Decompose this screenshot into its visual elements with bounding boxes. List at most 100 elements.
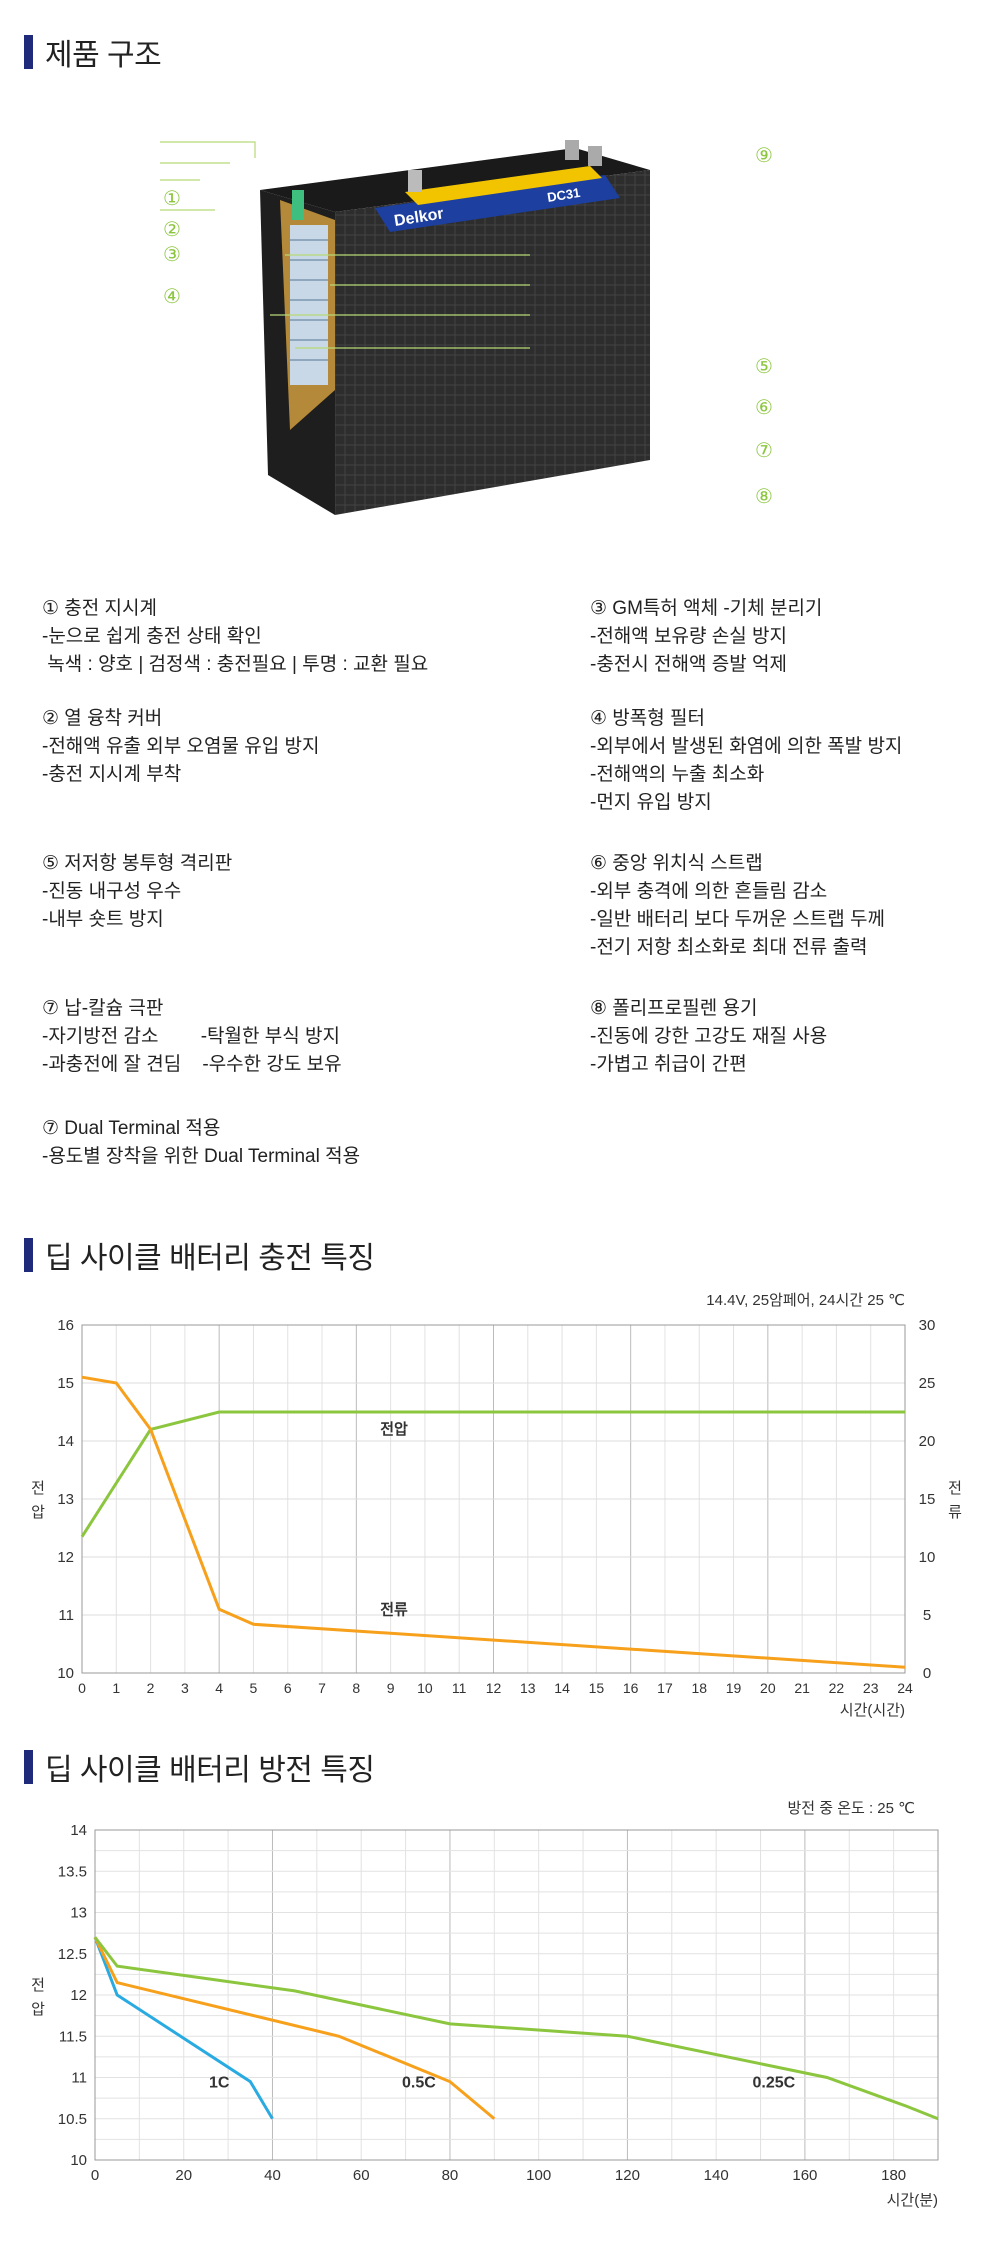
y-right-tick-label: 15 <box>919 1491 936 1508</box>
callout-9: ⑨ <box>755 143 773 168</box>
x-tick-label: 23 <box>863 1680 879 1696</box>
feature-title: ② 열 융착 커버 <box>42 705 319 733</box>
feature-line: -자기방전 감소 -탁월한 부식 방지 <box>42 1023 342 1051</box>
y-tick-label: 10.5 <box>58 2111 87 2128</box>
series-label-current: 전류 <box>380 1601 408 1618</box>
series-label-voltage: 전압 <box>380 1421 408 1438</box>
feature-line: 녹색 : 양호 | 검정색 : 충전필요 | 투명 : 교환 필요 <box>42 651 428 679</box>
x-tick-label: 11 <box>452 1680 467 1696</box>
x-axis-label: 시간(시간) <box>840 1702 905 1719</box>
callout-8: ⑧ <box>755 484 773 509</box>
x-tick-label: 10 <box>417 1680 433 1696</box>
y-right-axis-label: 류 <box>948 1504 962 1521</box>
feature-line: -눈으로 쉽게 충전 상태 확인 <box>42 623 428 651</box>
y-right-tick-label: 25 <box>919 1375 936 1392</box>
x-tick-label: 16 <box>623 1680 639 1696</box>
series-label-1: 0.5C <box>402 2074 436 2091</box>
y-left-axis-label: 압 <box>31 1504 45 1521</box>
feature-title: ⑥ 중앙 위치식 스트랩 <box>590 850 885 878</box>
callout-4: ④ <box>163 284 181 309</box>
callout-labels: ① ② ③ ④ ⑤ ⑥ ⑦ ⑧ ⑨ <box>0 0 1000 600</box>
x-tick-label: 0 <box>78 1680 86 1696</box>
x-tick-label: 12 <box>486 1680 502 1696</box>
series-line-2 <box>95 1937 938 2119</box>
feature-polypropylene-case: ⑧ 폴리프로필렌 용기 -진동에 강한 고강도 재질 사용 -가볍고 취급이 간… <box>590 995 827 1079</box>
x-tick-label: 180 <box>881 2167 906 2184</box>
feature-lead-calcium-plate: ⑦ 납-칼슘 극판 -자기방전 감소 -탁월한 부식 방지 -과충전에 잘 견딤… <box>42 995 342 1079</box>
x-tick-label: 160 <box>792 2167 817 2184</box>
x-tick-label: 17 <box>657 1680 673 1696</box>
y-left-axis-label: 전 <box>31 1480 45 1497</box>
feature-title: ③ GM특허 액체 -기체 분리기 <box>590 595 822 623</box>
discharge-title-text: 딥 사이클 배터리 방전 특징 <box>45 1745 374 1789</box>
feature-line: -진동 내구성 우수 <box>42 878 232 906</box>
feature-line: -충전 지시계 부착 <box>42 761 319 789</box>
feature-line: -용도별 장착을 위한 Dual Terminal 적용 <box>42 1143 360 1171</box>
y-tick-label: 10 <box>70 2152 87 2169</box>
callout-1: ① <box>163 186 181 211</box>
x-tick-label: 6 <box>284 1680 292 1696</box>
y-right-axis-label: 전 <box>948 1480 962 1497</box>
callout-5: ⑤ <box>755 354 773 379</box>
feature-title: ⑦ Dual Terminal 적용 <box>42 1115 360 1143</box>
callout-2: ② <box>163 217 181 242</box>
x-tick-label: 8 <box>352 1680 360 1696</box>
feature-envelope-separator: ⑤ 저저항 봉투형 격리판 -진동 내구성 우수 -내부 숏트 방지 <box>42 850 232 934</box>
feature-line: -외부에서 발생된 화염에 의한 폭발 방지 <box>590 733 902 761</box>
y-tick-label: 12.5 <box>58 1946 87 1963</box>
y-tick-label: 13 <box>70 1905 87 1922</box>
title-bar-marker <box>24 1750 33 1784</box>
chart-condition-note: 방전 중 온도 : 25 ℃ <box>787 1800 915 1817</box>
y-right-tick-label: 10 <box>919 1549 936 1566</box>
feature-line: -전기 저항 최소화로 최대 전류 출력 <box>590 934 885 962</box>
feature-line: -내부 숏트 방지 <box>42 906 232 934</box>
feature-title: ① 충전 지시계 <box>42 595 428 623</box>
x-tick-label: 15 <box>589 1680 605 1696</box>
callout-3: ③ <box>163 242 181 267</box>
x-tick-label: 21 <box>794 1680 810 1696</box>
x-tick-label: 22 <box>829 1680 845 1696</box>
x-tick-label: 3 <box>181 1680 189 1696</box>
y-right-tick-label: 5 <box>923 1607 931 1624</box>
x-tick-label: 60 <box>353 2167 370 2184</box>
x-tick-label: 100 <box>526 2167 551 2184</box>
feature-charge-indicator: ① 충전 지시계 -눈으로 쉽게 충전 상태 확인 녹색 : 양호 | 검정색 … <box>42 595 428 679</box>
x-tick-label: 80 <box>442 2167 459 2184</box>
feature-flame-filter: ④ 방폭형 필터 -외부에서 발생된 화염에 의한 폭발 방지 -전해액의 누출… <box>590 705 902 817</box>
chart-condition-note: 14.4V, 25암페어, 24시간 25 ℃ <box>706 1292 905 1309</box>
feature-line: -먼지 유입 방지 <box>590 789 902 817</box>
feature-separator: ③ GM특허 액체 -기체 분리기 -전해액 보유량 손실 방지 -충전시 전해… <box>590 595 822 679</box>
y-tick-label: 12 <box>70 1987 87 2004</box>
y-left-tick-label: 13 <box>57 1491 74 1508</box>
x-tick-label: 0 <box>91 2167 99 2184</box>
feature-line: -전해액 유출 외부 오염물 유입 방지 <box>42 733 319 761</box>
feature-center-strap: ⑥ 중앙 위치식 스트랩 -외부 충격에 의한 흔들림 감소 -일반 배터리 보… <box>590 850 885 962</box>
x-tick-label: 18 <box>691 1680 707 1696</box>
x-tick-label: 120 <box>615 2167 640 2184</box>
feature-line: -가볍고 취급이 간편 <box>590 1051 827 1079</box>
feature-title: ⑧ 폴리프로필렌 용기 <box>590 995 827 1023</box>
feature-line: -외부 충격에 의한 흔들림 감소 <box>590 878 885 906</box>
y-left-tick-label: 16 <box>57 1317 74 1334</box>
y-left-tick-label: 15 <box>57 1375 74 1392</box>
y-tick-label: 13.5 <box>58 1863 87 1880</box>
x-tick-label: 2 <box>147 1680 155 1696</box>
y-tick-label: 11.5 <box>59 2028 87 2045</box>
x-tick-label: 140 <box>704 2167 729 2184</box>
x-tick-label: 9 <box>387 1680 395 1696</box>
y-right-tick-label: 0 <box>923 1665 931 1682</box>
feature-line: -충전시 전해액 증발 억제 <box>590 651 822 679</box>
feature-title: ④ 방폭형 필터 <box>590 705 902 733</box>
x-tick-label: 20 <box>175 2167 192 2184</box>
series-label-0: 1C <box>209 2074 230 2091</box>
y-right-tick-label: 20 <box>919 1433 936 1450</box>
callout-6: ⑥ <box>755 395 773 420</box>
x-axis-label: 시간(분) <box>887 2192 938 2209</box>
feature-line: -과충전에 잘 견딤 -우수한 강도 보유 <box>42 1051 342 1079</box>
y-right-tick-label: 30 <box>919 1317 936 1334</box>
series-line-1 <box>95 1937 494 2119</box>
